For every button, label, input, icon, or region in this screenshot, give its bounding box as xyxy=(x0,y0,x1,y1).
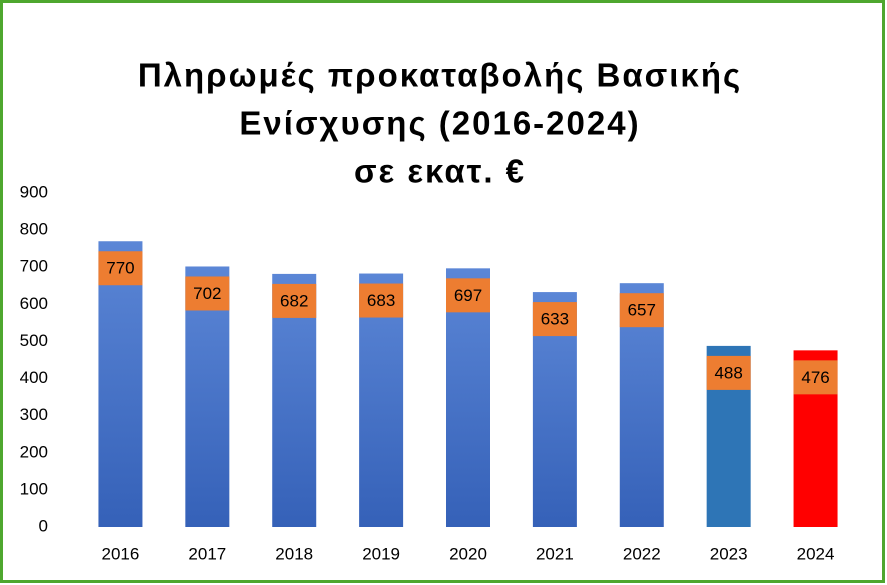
data-label: 488 xyxy=(714,363,742,382)
bar xyxy=(98,241,143,527)
data-label: 702 xyxy=(193,284,221,303)
data-label: 476 xyxy=(801,368,829,387)
data-label-box xyxy=(446,278,490,313)
x-tick-label: 2020 xyxy=(449,544,487,563)
data-label-box xyxy=(619,293,664,328)
x-tick-label: 2017 xyxy=(188,544,226,563)
chart-title: Ενίσχυσης (2016-2024) xyxy=(239,105,640,142)
x-tick-label: 2016 xyxy=(102,544,140,563)
y-tick-label: 300 xyxy=(20,405,48,424)
data-label-box xyxy=(272,283,317,318)
y-tick-label: 100 xyxy=(20,479,48,498)
data-label: 682 xyxy=(280,291,308,310)
x-tick-label: 2021 xyxy=(536,544,574,563)
data-label-box xyxy=(532,302,577,337)
y-tick-label: 900 xyxy=(20,182,48,201)
chart-title: Πληρωμές προκαταβολής Βασικής xyxy=(138,57,742,94)
data-label: 697 xyxy=(454,286,482,305)
y-tick-label: 800 xyxy=(20,220,48,239)
x-tick-label: 2019 xyxy=(362,544,400,563)
y-tick-label: 700 xyxy=(20,257,48,276)
data-label: 683 xyxy=(367,291,395,310)
data-label-box xyxy=(793,360,838,395)
data-label: 657 xyxy=(628,301,656,320)
data-label: 633 xyxy=(541,310,569,329)
y-tick-label: 600 xyxy=(20,294,48,313)
y-tick-label: 0 xyxy=(39,516,48,535)
x-tick-label: 2023 xyxy=(710,544,748,563)
y-tick-label: 200 xyxy=(20,442,48,461)
x-tick-label: 2024 xyxy=(797,544,835,563)
data-label-box xyxy=(185,276,230,311)
y-tick-label: 400 xyxy=(20,368,48,387)
data-label-box xyxy=(706,355,751,390)
y-tick-label: 500 xyxy=(20,331,48,350)
data-label: 770 xyxy=(106,259,134,278)
x-tick-label: 2022 xyxy=(623,544,661,563)
data-label-box xyxy=(98,251,143,286)
x-tick-label: 2018 xyxy=(275,544,313,563)
data-label-box xyxy=(359,283,404,318)
chart-title: σε εκατ. € xyxy=(354,153,526,190)
